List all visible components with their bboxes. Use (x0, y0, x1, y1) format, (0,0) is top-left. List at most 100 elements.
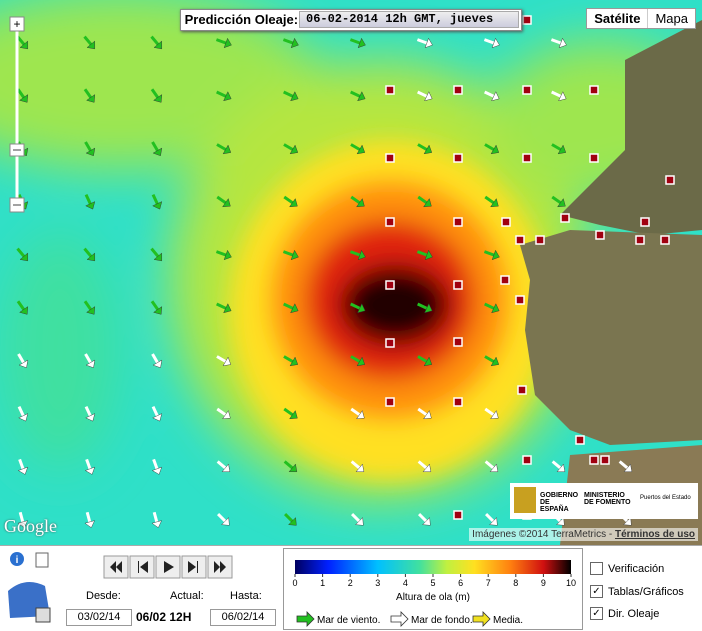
zoom-control[interactable]: + (9, 16, 25, 213)
arrow-shaft (551, 195, 563, 205)
desde-input[interactable]: 03/02/14 (66, 609, 132, 626)
arrow-shaft (417, 460, 429, 470)
checkbox[interactable] (590, 562, 603, 575)
wave-arrow (283, 512, 297, 526)
attribution-text: Imágenes ©2014 TerraMetrics - (472, 529, 613, 540)
arrow-shaft (551, 90, 563, 99)
buoy-marker (589, 153, 599, 163)
arrow-head (355, 463, 365, 472)
terms-link[interactable]: Términos de uso (614, 529, 695, 540)
arrow-shaft (350, 195, 362, 205)
arrow-shaft (283, 460, 295, 470)
wave-arrow (417, 460, 432, 472)
control-panel: i Desde: Actual: Hasta: 03/02/14 06/02 1… (0, 545, 702, 631)
arrow-shaft (16, 35, 26, 47)
arrow-shaft (417, 512, 428, 523)
buoy-marker (385, 280, 395, 290)
wave-arrow (282, 249, 299, 261)
hasta-input[interactable]: 06/02/14 (210, 609, 276, 626)
arrow-head (558, 37, 567, 49)
arrow-head (422, 517, 431, 526)
arrow-shaft (484, 407, 496, 417)
wave-arrow (484, 90, 500, 102)
arrow-shaft (282, 38, 295, 45)
arrow-shaft (84, 194, 93, 206)
arrow-shaft (484, 143, 496, 152)
arrow-head (288, 517, 297, 526)
arrow-head (19, 306, 29, 315)
option[interactable]: Verificación (590, 562, 664, 575)
arrow-head (151, 520, 162, 528)
arrow-shaft (417, 302, 429, 311)
satellite-button[interactable]: Satélite (587, 9, 649, 28)
arrow-shaft (484, 460, 496, 470)
hasta-label: Hasta: (230, 590, 262, 602)
arrow-head (289, 198, 298, 208)
wave-arrow (283, 195, 298, 208)
arrow-head (85, 201, 96, 210)
arrow-shaft (216, 512, 227, 523)
checkbox[interactable]: ✓ (590, 585, 603, 598)
option[interactable]: ✓ Tablas/Gráficos (590, 585, 684, 598)
colorbar-tick-label: 1 (320, 578, 325, 588)
arrow-shaft (417, 143, 429, 152)
wave-arrow (151, 353, 163, 369)
ministry-text: MINISTERIO DE FOMENTO (584, 492, 631, 506)
buoy-marker (589, 85, 599, 95)
wave-arrow (16, 88, 29, 103)
colorbar: Altura de ola (m) 0 1 2 3 4 5 6 7 8 9 10 Mar de vien… (283, 548, 583, 630)
arrow-head (85, 359, 96, 369)
arrow-head (151, 466, 163, 475)
buoy-marker (522, 15, 532, 25)
buoy-marker (453, 510, 463, 520)
wave-arrow (350, 143, 366, 155)
arrow-shaft (484, 90, 496, 99)
wave-arrow (349, 37, 366, 49)
map-type: Satélite Mapa (586, 8, 696, 29)
arrow-head (491, 37, 500, 49)
wave-arrow (16, 35, 28, 50)
arrow-shaft (83, 88, 93, 100)
arrow-head (556, 463, 566, 472)
arrow-head (289, 410, 298, 420)
arrow-shaft (349, 250, 362, 257)
wave-arrow (550, 37, 567, 49)
buoy-marker (575, 435, 585, 445)
arrow-shaft (151, 353, 160, 365)
wave-arrow (216, 460, 231, 472)
wave-map[interactable]: + (0, 0, 702, 545)
legend-arrow (296, 611, 315, 627)
arrow-head (153, 252, 162, 262)
arrow-head (357, 91, 366, 102)
arrow-head (356, 410, 365, 420)
wave-arrow (350, 90, 366, 102)
arrow-head (86, 252, 95, 262)
arrow-head (222, 410, 231, 420)
arrow-head (85, 413, 96, 422)
arrow-head (221, 463, 231, 472)
option[interactable]: ✓ Dir. Oleaje (590, 607, 659, 620)
arrow-shaft (151, 141, 160, 153)
arrow-shaft (83, 300, 93, 312)
option-label: Dir. Oleaje (608, 607, 660, 620)
arrow-shaft (150, 35, 160, 47)
checkbox[interactable]: ✓ (590, 607, 603, 620)
arrow-shaft (150, 88, 160, 100)
arrow-shaft (215, 38, 228, 45)
arrow-shaft (551, 143, 563, 152)
buoy-marker (665, 175, 675, 185)
wave-arrow (417, 90, 433, 102)
arrow-head (422, 463, 432, 472)
arrow-shaft (618, 460, 630, 470)
wave-arrow (417, 512, 431, 526)
header-date[interactable]: 06-02-2014 12h GMT, jueves (299, 11, 519, 28)
legend-arrow (390, 611, 409, 627)
map-button[interactable]: Mapa (655, 11, 688, 26)
buoy-marker (385, 397, 395, 407)
arrow-head (556, 517, 565, 526)
arrow-head (18, 413, 29, 422)
arrow-shaft (283, 302, 295, 311)
arrow-head (19, 252, 28, 262)
arrow-shaft (84, 406, 93, 418)
buoy-marker (640, 217, 650, 227)
